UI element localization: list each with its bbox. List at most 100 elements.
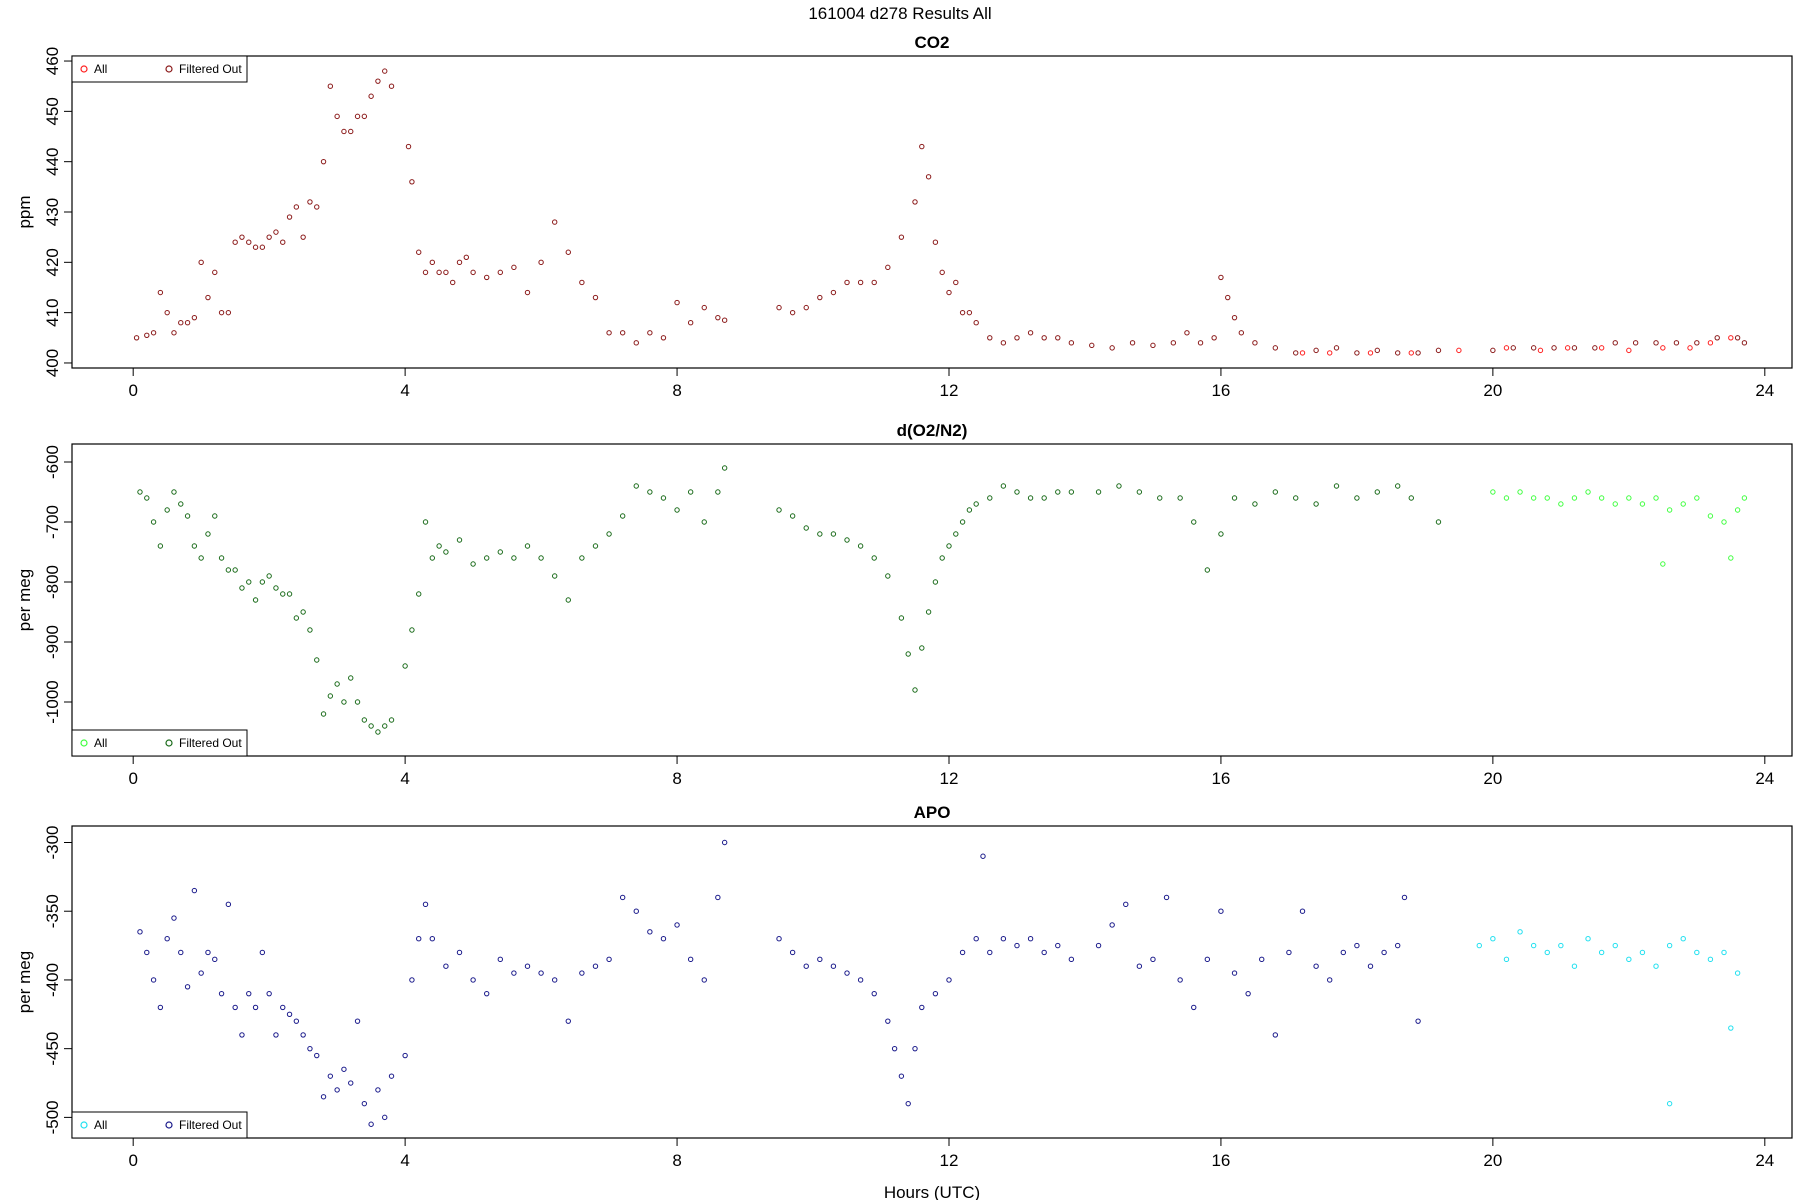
data-point-filtered-out (959, 949, 966, 956)
data-point-filtered-out (606, 956, 612, 963)
data-point-filtered-out (150, 519, 157, 525)
data-point-filtered-out (1109, 922, 1115, 928)
data-point-all (1660, 345, 1666, 351)
data-point-all (1741, 495, 1748, 501)
data-point-filtered-out (320, 1094, 327, 1100)
data-point-filtered-out (218, 990, 225, 997)
y-tick-label: 440 (43, 147, 62, 175)
data-point-filtered-out (212, 956, 218, 963)
data-point-filtered-out (1129, 340, 1136, 346)
y-tick-label: -1000 (43, 680, 62, 723)
data-point-filtered-out (334, 1087, 340, 1093)
data-point-filtered-out (470, 269, 476, 276)
data-point-filtered-out (497, 549, 504, 555)
data-point-filtered-out (606, 330, 612, 336)
data-point-filtered-out (405, 143, 412, 150)
data-point-filtered-out (246, 990, 252, 997)
data-point-filtered-out (830, 963, 837, 969)
data-point-filtered-out (191, 314, 198, 321)
data-point-filtered-out (314, 204, 320, 210)
data-point-filtered-out (776, 304, 782, 311)
data-point-filtered-out (286, 591, 293, 597)
data-point-filtered-out (259, 579, 266, 585)
data-point-filtered-out (939, 555, 945, 561)
data-point-filtered-out (1415, 1018, 1421, 1024)
data-point-filtered-out (538, 970, 544, 976)
data-point-filtered-out (885, 264, 891, 271)
data-point-all (1694, 949, 1700, 956)
y-tick-label: -450 (43, 1032, 62, 1066)
data-point-filtered-out (817, 531, 823, 537)
data-point-all (1734, 970, 1741, 976)
data-point-filtered-out (660, 495, 667, 501)
data-point-filtered-out (402, 663, 408, 669)
data-point-filtered-out (932, 239, 939, 245)
data-point-filtered-out (1632, 340, 1639, 346)
data-point-filtered-out (1714, 335, 1720, 341)
data-point-filtered-out (1592, 345, 1598, 351)
legend-label: Filtered Out (179, 1118, 242, 1132)
data-point-filtered-out (1286, 949, 1292, 956)
data-point-filtered-out (687, 489, 694, 495)
data-point-filtered-out (721, 839, 728, 846)
data-point-filtered-out (1653, 340, 1659, 346)
data-point-filtered-out (973, 320, 979, 326)
data-point-filtered-out (232, 1004, 238, 1011)
data-point-all (1639, 949, 1646, 956)
data-point-filtered-out (191, 543, 198, 549)
data-point-all (1728, 555, 1734, 561)
data-point-filtered-out (817, 956, 823, 963)
data-point-filtered-out (592, 294, 599, 301)
data-point-filtered-out (212, 269, 218, 276)
x-axis-label: Hours (UTC) (884, 1183, 980, 1200)
data-point-filtered-out (375, 729, 381, 735)
data-point-filtered-out (1136, 963, 1143, 969)
data-point-all (1653, 963, 1659, 969)
data-point-all (1687, 345, 1693, 351)
data-point-filtered-out (674, 299, 680, 306)
x-tick-label: 24 (1755, 381, 1774, 400)
data-point-filtered-out (293, 1018, 300, 1024)
data-point-filtered-out (171, 489, 177, 495)
data-point-filtered-out (946, 543, 952, 549)
data-point-filtered-out (789, 309, 796, 316)
data-point-filtered-out (551, 573, 558, 579)
data-point-filtered-out (320, 158, 327, 165)
data-point-all (1327, 350, 1333, 356)
data-point-filtered-out (912, 687, 918, 693)
data-point-all (1666, 942, 1673, 949)
data-point-filtered-out (327, 83, 334, 89)
data-point-filtered-out (354, 699, 361, 705)
data-point-filtered-out (1014, 335, 1020, 341)
data-point-filtered-out (341, 1066, 347, 1072)
data-point-filtered-out (1354, 495, 1360, 501)
data-point-filtered-out (565, 597, 571, 603)
data-point-filtered-out (286, 1011, 293, 1017)
data-point-filtered-out (1231, 495, 1238, 501)
data-point-filtered-out (980, 853, 986, 859)
data-point-filtered-out (1231, 314, 1238, 321)
panel-d-o2-n2: d(O2/N2) 0 4 8 12 16 20 24 -1000 -900 -800 -700 -600… (15, 421, 1793, 788)
data-point-filtered-out (619, 894, 626, 901)
data-point-filtered-out (341, 128, 347, 135)
data-point-filtered-out (803, 963, 809, 969)
x-tick-label: 0 (128, 1151, 137, 1170)
data-point-filtered-out (1313, 347, 1319, 354)
data-point-filtered-out (925, 609, 932, 615)
data-point-filtered-out (1367, 963, 1374, 969)
data-point-filtered-out (1014, 489, 1020, 495)
data-point-all (1558, 942, 1564, 949)
data-point-filtered-out (1000, 483, 1007, 489)
data-point-filtered-out (817, 294, 823, 301)
data-point-all (1612, 501, 1618, 507)
data-point-filtered-out (1177, 495, 1183, 501)
data-point-filtered-out (422, 519, 429, 525)
data-point-filtered-out (966, 507, 973, 513)
data-point-filtered-out (429, 936, 436, 942)
data-point-filtered-out (293, 204, 300, 210)
legend-marker (165, 1121, 173, 1129)
legend: All Filtered Out (71, 729, 248, 757)
data-point-filtered-out (939, 269, 945, 276)
data-point-filtered-out (361, 113, 368, 120)
